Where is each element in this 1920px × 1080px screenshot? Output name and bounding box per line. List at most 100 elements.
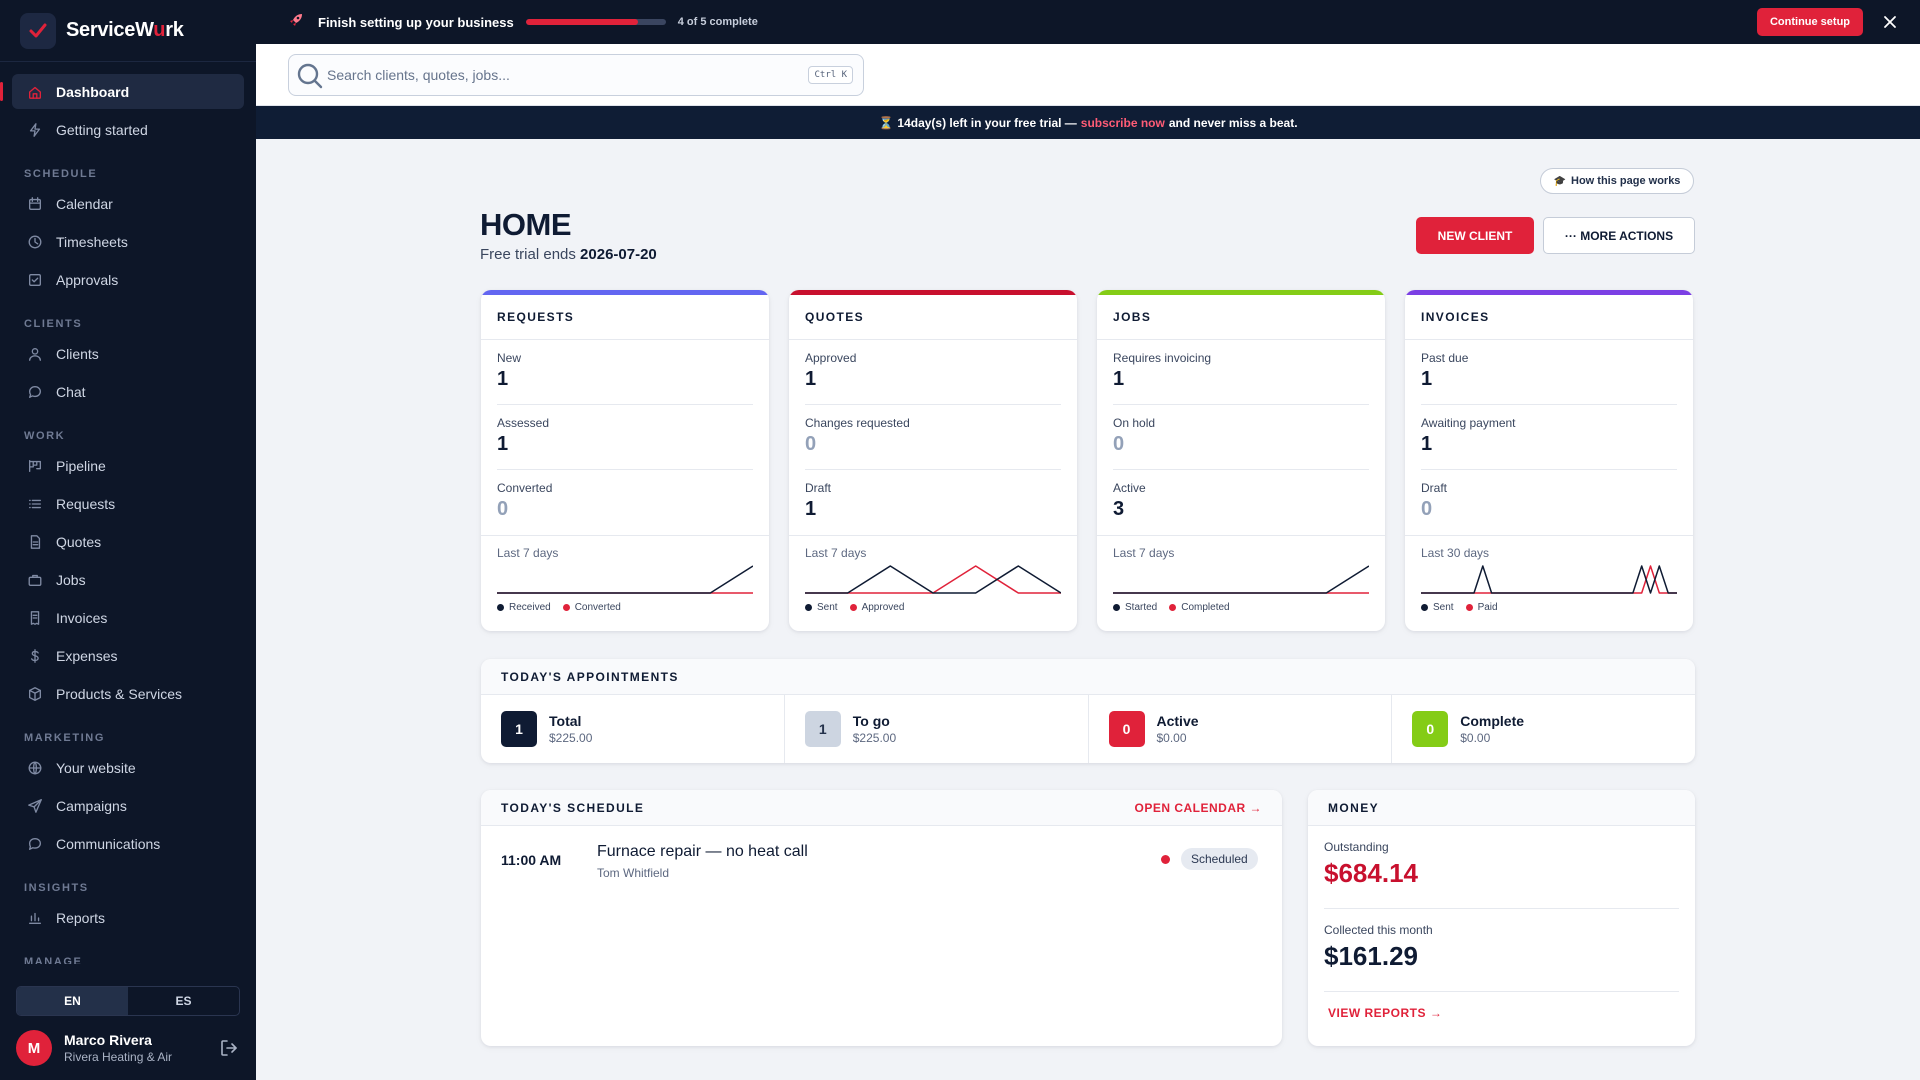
appointment-count-badge: 1 [501, 711, 537, 747]
appointment-label: To go [852, 713, 890, 729]
sidebar-item-jobs[interactable]: Jobs [12, 562, 244, 597]
sidebar-item-reports[interactable]: Reports [12, 900, 244, 935]
sparkline-chart [1421, 565, 1677, 594]
stat-row[interactable]: On hold 0 [1113, 405, 1369, 470]
series-line-sent [805, 565, 1061, 594]
appointment-active[interactable]: 0 Active $0.00 [1089, 695, 1393, 763]
stat-row[interactable]: Past due 1 [1421, 340, 1677, 405]
schedule-client: Tom Whitfield [597, 866, 670, 880]
legend-label: Sent [1433, 602, 1454, 613]
brand[interactable]: ServiceWurk [0, 0, 256, 62]
stat-row[interactable]: Converted 0 [497, 470, 753, 535]
stat-value: 0 [805, 433, 817, 455]
schedule-header: TODAY'S SCHEDULE OPEN CALENDAR → [481, 790, 1282, 826]
sidebar-item-label: Reports [56, 909, 106, 926]
sidebar-item-expenses[interactable]: Expenses [12, 638, 244, 673]
stat-label: Approved [805, 351, 857, 365]
search-input[interactable] [327, 67, 767, 83]
lang-en-button[interactable]: EN [17, 987, 128, 1015]
sidebar-item-requests[interactable]: Requests [12, 486, 244, 521]
series-line-paid [1421, 565, 1677, 594]
setup-progress-bar [525, 19, 666, 25]
sidebar-item-label: Pipeline [56, 457, 106, 474]
user-name: Marco Rivera [64, 1032, 152, 1048]
card-accent-bar [1405, 290, 1693, 295]
stat-row[interactable]: Awaiting payment 1 [1421, 405, 1677, 470]
how-page-works-button[interactable]: 🎓 How this page works [1540, 168, 1694, 194]
stat-card-jobs[interactable]: JOBS Requires invoicing 1 On hold 0 Active 3 La… [1097, 290, 1385, 631]
sidebar-item-chat[interactable]: Chat [12, 374, 244, 409]
lang-es-button[interactable]: ES [175, 994, 192, 1008]
logout-icon[interactable] [218, 1037, 240, 1059]
close-icon[interactable] [1880, 12, 1900, 32]
sidebar-item-your-website[interactable]: Your website [12, 750, 244, 785]
user-profile[interactable]: M Marco Rivera Rivera Heating & Air [16, 1028, 240, 1068]
status-dot [1161, 855, 1170, 864]
sidebar-item-communications[interactable]: Communications [12, 826, 244, 861]
trial-end-label: Free trial ends [480, 246, 581, 263]
stat-label: Draft [1421, 481, 1448, 495]
stat-row[interactable]: New 1 [497, 340, 753, 405]
stat-row[interactable]: Approved 1 [805, 340, 1061, 405]
search-box[interactable]: Ctrl K [288, 54, 864, 96]
sidebar-item-calendar[interactable]: Calendar [12, 186, 244, 221]
sidebar-item-clients[interactable]: Clients [12, 336, 244, 371]
stat-card-invoices[interactable]: INVOICES Past due 1 Awaiting payment 1 Draft 0… [1405, 290, 1693, 631]
sidebar-item-label: Getting started [56, 121, 148, 138]
stat-row[interactable]: Requires invoicing 1 [1113, 340, 1369, 405]
continue-setup-button[interactable]: Continue setup [1757, 8, 1863, 36]
sidebar-item-products-services[interactable]: Products & Services [12, 676, 244, 711]
dollar-icon [26, 647, 44, 665]
sidebar-item-dashboard[interactable]: Dashboard [0, 74, 244, 109]
sidebar-item-approvals[interactable]: Approvals [12, 262, 244, 297]
stat-row[interactable]: Assessed 1 [497, 405, 753, 470]
legend-label: Received [509, 602, 551, 613]
search-shortcut: Ctrl K [808, 66, 853, 84]
sparkline-area: Last 7 days Received Converted [481, 535, 769, 613]
sidebar-item-quotes[interactable]: Quotes [12, 524, 244, 559]
money-title: MONEY [1308, 790, 1695, 826]
briefcase-icon [26, 571, 44, 589]
more-actions-button[interactable]: ··· MORE ACTIONS [1543, 217, 1695, 254]
chart-legend: Received Converted [497, 602, 753, 613]
card-title: INVOICES [1405, 295, 1693, 340]
stat-row[interactable]: Active 3 [1113, 470, 1369, 535]
user-company: Rivera Heating & Air [64, 1050, 173, 1064]
chart-legend: Sent Approved [805, 602, 1061, 613]
subscribe-link[interactable]: subscribe now [1080, 115, 1165, 130]
sidebar-item-timesheets[interactable]: Timesheets [12, 224, 244, 259]
card-accent-bar [789, 290, 1077, 295]
stat-card-quotes[interactable]: QUOTES Approved 1 Changes requested 0 Draft 1 L… [789, 290, 1077, 631]
open-calendar-link[interactable]: OPEN CALENDAR → [1134, 800, 1262, 815]
sparkline-chart [497, 565, 753, 594]
legend-item: Paid [1465, 602, 1498, 613]
stat-value: 0 [1113, 433, 1125, 455]
appointment-complete[interactable]: 0 Complete $0.00 [1392, 695, 1695, 763]
legend-item: Approved [849, 602, 905, 613]
sidebar-item-invoices[interactable]: Invoices [12, 600, 244, 635]
schedule-item[interactable]: 11:00 AM Furnace repair — no heat call T… [481, 826, 1282, 896]
nav-section-title: WORK [24, 430, 66, 442]
sidebar-item-getting-started[interactable]: Getting started [12, 112, 244, 147]
trial-text-end: and never miss a beat. [1168, 115, 1298, 130]
stat-value: 1 [1421, 368, 1433, 390]
appointment-count-badge: 1 [804, 711, 841, 747]
list-icon [26, 495, 44, 513]
view-reports-link[interactable]: VIEW REPORTS → [1328, 1006, 1443, 1020]
appointment-total[interactable]: 1 Total $225.00 [481, 695, 785, 763]
appointment-to-go[interactable]: 1 To go $225.00 [785, 695, 1089, 763]
appointment-text: Total $225.00 [549, 713, 592, 745]
legend-label: Approved [861, 602, 905, 613]
stat-row[interactable]: Changes requested 0 [805, 405, 1061, 470]
legend-item: Started [1113, 602, 1157, 613]
appointment-label: Complete [1460, 713, 1525, 729]
legend-item: Sent [1421, 602, 1454, 613]
new-client-button[interactable]: NEW CLIENT [1416, 217, 1534, 254]
stat-row[interactable]: Draft 0 [1421, 470, 1677, 535]
sidebar-item-campaigns[interactable]: Campaigns [12, 788, 244, 823]
sidebar-item-label: Timesheets [56, 233, 128, 250]
sidebar-item-pipeline[interactable]: Pipeline [12, 448, 244, 483]
stat-card-requests[interactable]: REQUESTS New 1 Assessed 1 Converted 0 Last 7 da… [481, 290, 769, 631]
stat-row[interactable]: Draft 1 [805, 470, 1061, 535]
schedule-time: 11:00 AM [501, 852, 562, 868]
